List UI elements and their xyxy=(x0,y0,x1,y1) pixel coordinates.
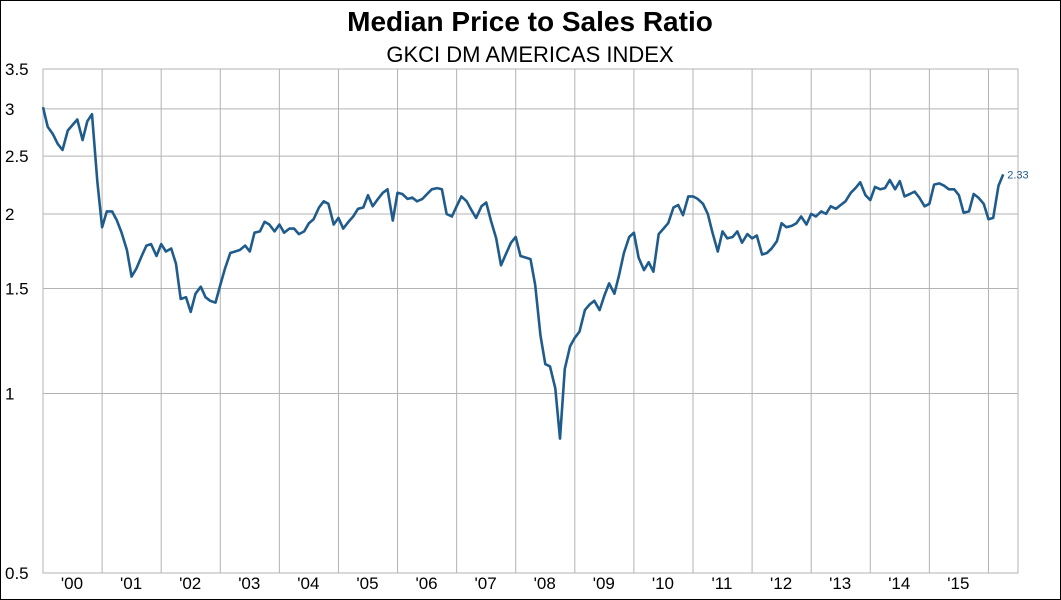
end-value-label: 2.33 xyxy=(1007,169,1028,181)
x-tick-label: '08 xyxy=(534,574,556,593)
y-tick-label: 3.5 xyxy=(5,60,29,79)
x-tick-label: '10 xyxy=(652,574,674,593)
y-tick-label: 3 xyxy=(5,100,14,119)
y-axis-ticks: 0.5 1 1.5 2 2.5 3 3.5 xyxy=(5,60,29,583)
chart-subtitle: GKCI DM AMERICAS INDEX xyxy=(386,42,674,67)
y-tick-label: 2.5 xyxy=(5,147,29,166)
x-tick-label: '07 xyxy=(475,574,497,593)
x-tick-label: '14 xyxy=(888,574,910,593)
x-tick-label: '09 xyxy=(593,574,615,593)
x-axis-ticks: '00 '01 '02 '03 '04 '05 '06 '07 '08 '09 '10 '11 '12 '… xyxy=(61,574,970,593)
y-tick-label: 1.5 xyxy=(5,279,29,298)
x-tick-label: '03 xyxy=(238,574,260,593)
x-tick-label: '15 xyxy=(947,574,969,593)
x-tick-label: '02 xyxy=(179,574,201,593)
x-tick-label: '11 xyxy=(712,574,733,593)
x-tick-label: '12 xyxy=(770,574,792,593)
plot-area-border xyxy=(42,68,1019,574)
x-tick-label: '00 xyxy=(61,574,83,593)
y-tick-label: 2 xyxy=(5,205,14,224)
x-tick-label: '06 xyxy=(415,574,437,593)
series-line xyxy=(41,106,1005,440)
chart-title: Median Price to Sales Ratio xyxy=(347,6,713,37)
y-tick-label: 0.5 xyxy=(5,564,29,583)
x-tick-label: '13 xyxy=(829,574,851,593)
gridlines xyxy=(42,68,1019,574)
x-tick-label: '04 xyxy=(297,574,319,593)
x-tick-label: '01 xyxy=(120,574,142,593)
x-tick-label: '05 xyxy=(356,574,378,593)
y-tick-label: 1 xyxy=(5,384,14,403)
